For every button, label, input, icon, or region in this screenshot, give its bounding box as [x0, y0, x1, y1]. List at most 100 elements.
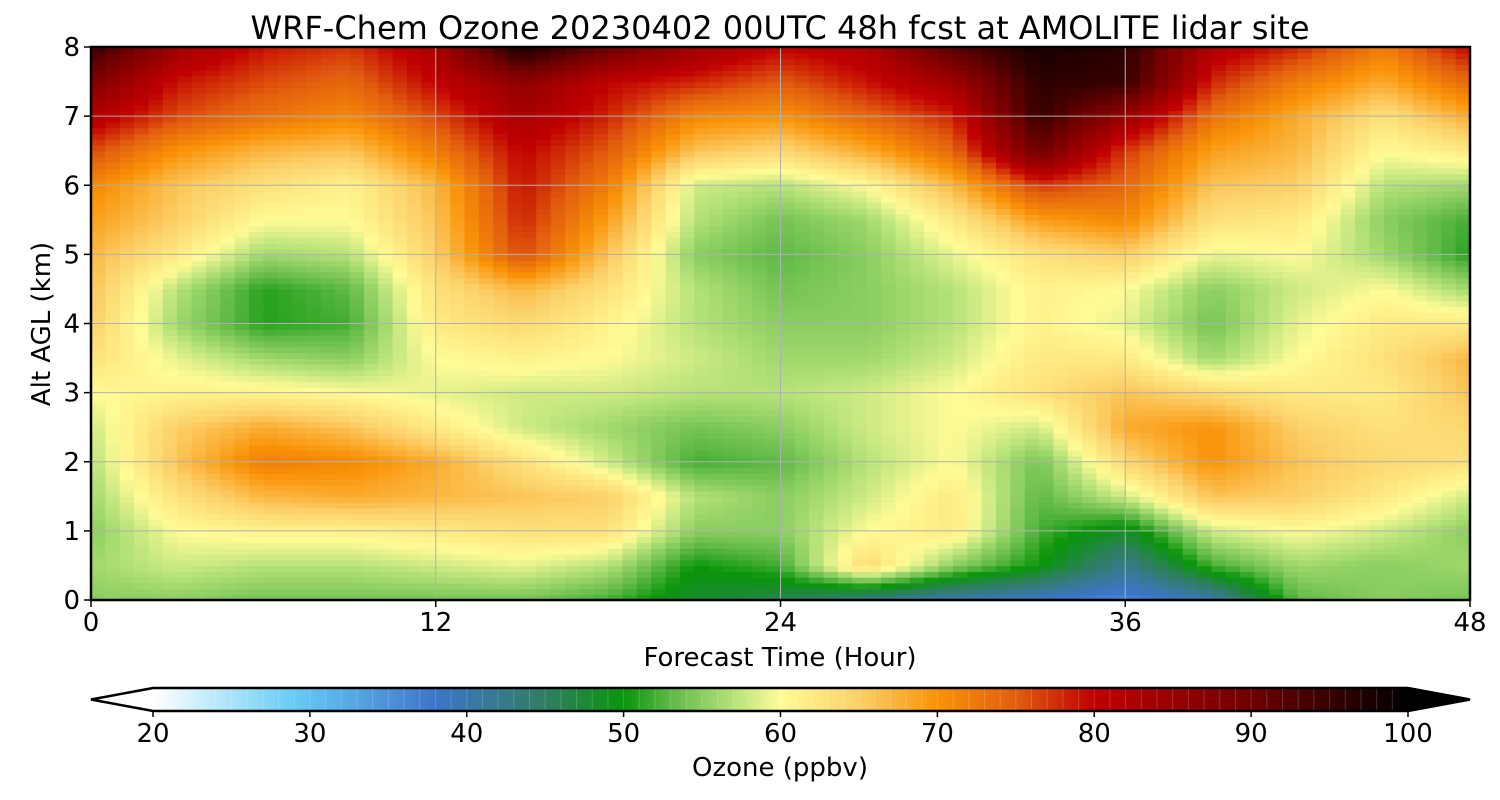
ozone-cell — [421, 513, 437, 521]
ozone-cell — [1067, 490, 1083, 498]
ozone-cell — [1139, 565, 1155, 572]
ozone-cell — [1182, 392, 1198, 400]
ozone-cell — [320, 432, 336, 440]
ozone-cell — [1197, 352, 1213, 359]
ozone-cell — [162, 306, 178, 313]
ozone-cell — [292, 375, 308, 382]
ozone-cell — [220, 559, 236, 567]
ozone-cell — [349, 352, 365, 359]
ozone-cell — [636, 467, 652, 474]
ozone-cell — [1125, 358, 1141, 365]
ozone-cell — [105, 450, 121, 457]
ozone-cell — [823, 490, 839, 498]
ozone-cell — [407, 294, 423, 302]
ozone-cell — [1168, 381, 1184, 388]
ozone-cell — [967, 467, 983, 474]
ozone-cell — [981, 409, 997, 417]
ozone-cell — [1326, 542, 1342, 549]
ozone-cell — [1412, 542, 1428, 549]
ozone-cell — [205, 484, 221, 492]
ozone-cell — [1297, 427, 1313, 434]
ozone-cell — [536, 427, 552, 434]
ozone-cell — [435, 415, 451, 423]
ozone-cell — [1110, 335, 1126, 342]
ozone-cell — [1125, 461, 1141, 469]
ozone-cell — [349, 415, 365, 423]
ozone-cell — [766, 427, 782, 434]
ozone-cell — [1067, 404, 1083, 411]
ozone-cell — [665, 335, 681, 342]
ozone-cell — [1268, 559, 1284, 567]
ozone-cell — [177, 525, 193, 532]
ozone-cell — [837, 358, 854, 365]
ozone-cell — [435, 329, 451, 336]
ozone-cell — [1211, 432, 1227, 440]
ozone-cell — [1340, 427, 1356, 434]
ozone-cell — [1326, 375, 1342, 382]
ozone-cell — [995, 536, 1012, 544]
ozone-cell — [823, 375, 839, 382]
ozone-cell — [737, 553, 753, 561]
ozone-cell — [694, 363, 710, 371]
ozone-cell — [335, 335, 351, 342]
ozone-cell — [205, 461, 221, 469]
ozone-cell — [493, 559, 509, 567]
ozone-cell — [450, 358, 466, 365]
ozone-cell — [981, 340, 997, 348]
ozone-cell — [651, 386, 667, 394]
ozone-cell — [995, 548, 1012, 555]
ozone-cell — [565, 553, 581, 561]
ozone-cell — [1398, 329, 1414, 336]
ozone-cell — [579, 398, 595, 405]
ozone-cell — [464, 530, 480, 538]
ozone-cell — [435, 317, 451, 325]
ozone-cell — [407, 542, 423, 549]
ozone-cell — [407, 455, 423, 463]
ozone-cell — [737, 519, 753, 526]
ozone-cell — [450, 409, 466, 417]
ozone-cell — [1369, 438, 1385, 446]
ozone-cell — [665, 346, 681, 353]
ozone-cell — [148, 496, 164, 503]
ozone-cell — [421, 415, 437, 423]
ozone-cell — [1340, 415, 1356, 423]
ozone-cell — [995, 363, 1012, 371]
ozone-cell — [521, 548, 537, 555]
ozone-cell — [1082, 484, 1098, 492]
ozone-cell — [119, 311, 135, 319]
ozone-cell — [766, 375, 782, 382]
ozone-cell — [464, 461, 480, 469]
ozone-cell — [952, 484, 968, 492]
ozone-cell — [995, 490, 1012, 498]
ozone-cell — [679, 392, 696, 400]
ozone-cell — [335, 473, 351, 480]
ozone-cell — [565, 496, 581, 503]
ozone-cell — [249, 392, 265, 400]
ozone-cell — [478, 484, 494, 492]
ozone-cell — [349, 450, 365, 457]
ozone-cell — [1426, 484, 1442, 492]
ozone-cell — [234, 548, 250, 555]
ozone-cell — [1398, 369, 1414, 377]
ozone-cell — [1369, 576, 1385, 584]
ozone-cell — [1153, 582, 1170, 590]
ozone-cell — [407, 438, 423, 446]
ozone-cell — [234, 582, 250, 590]
ozone-cell — [981, 369, 997, 377]
ozone-cell — [277, 398, 293, 405]
ozone-cell — [766, 571, 782, 578]
ozone-cell — [1369, 536, 1385, 544]
ozone-cell — [1168, 582, 1184, 590]
ozone-cell — [521, 329, 537, 336]
ozone-cell — [91, 450, 107, 457]
ozone-cell — [1297, 352, 1313, 359]
ozone-cell — [1455, 340, 1470, 348]
ozone-cell — [967, 479, 983, 486]
ozone-cell — [320, 329, 336, 336]
ozone-cell — [1053, 507, 1069, 515]
ozone-cell — [464, 404, 480, 411]
ozone-cell — [349, 386, 365, 394]
ozone-cell — [651, 542, 667, 549]
ozone-cell — [134, 502, 150, 509]
ozone-cell — [263, 438, 279, 446]
